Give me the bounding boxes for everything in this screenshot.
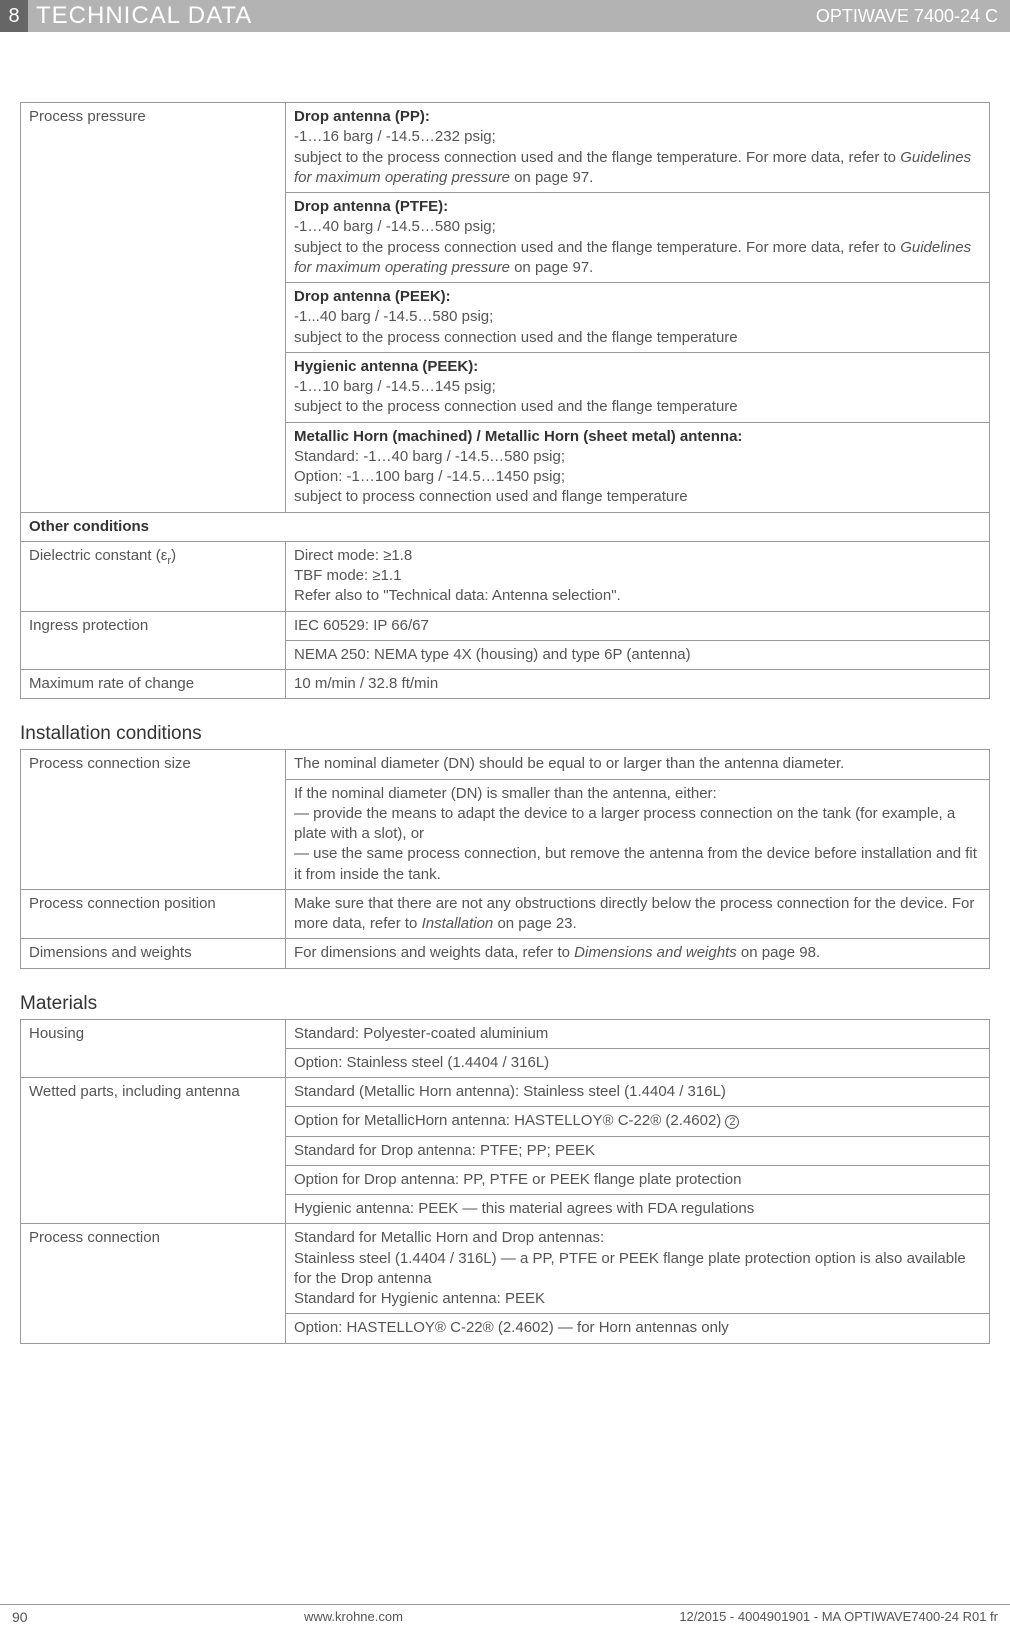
pc-label: Process connection [21, 1224, 286, 1343]
pc-v2: Option: HASTELLOY® C-22® (2.4602) — for … [286, 1314, 990, 1343]
wetted-label: Wetted parts, including antenna [21, 1078, 286, 1224]
ingress-label: Ingress protection [21, 611, 286, 670]
cell-pp: Drop antenna (PP): -1…16 barg / -14.5…23… [286, 103, 990, 193]
cell-hyg: Hygienic antenna (PEEK): -1…10 barg / -1… [286, 352, 990, 422]
housing-v2: Option: Stainless steel (1.4404 / 316L) [286, 1048, 990, 1077]
ingress-v2: NEMA 250: NEMA type 4X (housing) and typ… [286, 640, 990, 669]
materials-heading: Materials [20, 993, 990, 1015]
pcp-label: Process connection position [21, 889, 286, 939]
other-conditions-row: Other conditions [21, 512, 990, 541]
content: Process pressure Drop antenna (PP): -1…1… [0, 102, 1010, 1344]
pcp-v: Make sure that there are not any obstruc… [286, 889, 990, 939]
pcs-v2-text: If the nominal diameter (DN) is smaller … [294, 785, 977, 883]
peek-title: Drop antenna (PEEK): [294, 288, 451, 305]
rate-label: Maximum rate of change [21, 670, 286, 699]
footnote-two-icon: 2 [725, 1115, 739, 1129]
cell-horn: Metallic Horn (machined) / Metallic Horn… [286, 422, 990, 512]
wetted-v3: Standard for Drop antenna: PTFE; PP; PEE… [286, 1136, 990, 1165]
page-header: 8 TECHNICAL DATA OPTIWAVE 7400-24 C [0, 0, 1010, 32]
section-number: 8 [0, 0, 28, 32]
pc-v1-text: Standard for Metallic Horn and Drop ante… [294, 1229, 966, 1307]
horn-title: Metallic Horn (machined) / Metallic Horn… [294, 428, 742, 445]
dim-c: on page 98. [737, 944, 820, 961]
pp-title: Drop antenna (PP): [294, 108, 430, 125]
pcp-b: Installation [422, 915, 494, 932]
rate-v: 10 m/min / 32.8 ft/min [286, 670, 990, 699]
peek-l1: -1...40 barg / -14.5…580 psig; [294, 308, 493, 325]
dim-b: Dimensions and weights [574, 944, 737, 961]
dim-a: For dimensions and weights data, refer t… [294, 944, 574, 961]
hyg-l2: subject to the process connection used a… [294, 398, 738, 415]
process-pressure-label: Process pressure [21, 103, 286, 513]
pc-v1: Standard for Metallic Horn and Drop ante… [286, 1224, 990, 1314]
ingress-v1: IEC 60529: IP 66/67 [286, 611, 990, 640]
horn-l3: subject to process connection used and f… [294, 488, 688, 505]
pcs-v1: The nominal diameter (DN) should be equa… [286, 750, 990, 779]
materials-table: Housing Standard: Polyester-coated alumi… [20, 1019, 990, 1344]
cell-peek: Drop antenna (PEEK): -1...40 barg / -14.… [286, 283, 990, 353]
ptfe-l2a: subject to the process connection used a… [294, 239, 900, 256]
ptfe-l2c: on page 97. [510, 259, 593, 276]
page-number: 90 [12, 1609, 28, 1625]
pp-l2c: on page 97. [510, 169, 593, 186]
product-name: OPTIWAVE 7400-24 C [816, 0, 1010, 32]
pp-l2a: subject to the process connection used a… [294, 149, 900, 166]
process-conditions-table: Process pressure Drop antenna (PP): -1…1… [20, 102, 990, 699]
dim-v: For dimensions and weights data, refer t… [286, 939, 990, 968]
page-footer: 90 www.krohne.com 12/2015 - 4004901901 -… [0, 1604, 1010, 1635]
wetted-v4: Option for Drop antenna: PP, PTFE or PEE… [286, 1165, 990, 1194]
hyg-title: Hygienic antenna (PEEK): [294, 358, 478, 375]
wetted-v2: Option for MetallicHorn antenna: HASTELL… [286, 1107, 990, 1136]
wetted-v5: Hygienic antenna: PEEK — this material a… [286, 1195, 990, 1224]
horn-l2: Option: -1…100 barg / -14.5…1450 psig; [294, 468, 565, 485]
die-l3: Refer also to "Technical data: Antenna s… [294, 587, 621, 604]
footer-site: www.krohne.com [28, 1609, 680, 1624]
horn-l1: Standard: -1…40 barg / -14.5…580 psig; [294, 448, 565, 465]
housing-v1: Standard: Polyester-coated aluminium [286, 1019, 990, 1048]
housing-label: Housing [21, 1019, 286, 1078]
peek-l2: subject to the process connection used a… [294, 329, 738, 346]
pcp-c: on page 23. [493, 915, 576, 932]
hyg-l1: -1…10 barg / -14.5…145 psig; [294, 378, 496, 395]
ptfe-l1: -1…40 barg / -14.5…580 psig; [294, 218, 496, 235]
dielectric-label: Dielectric constant (εr) [21, 541, 286, 611]
die-l2: TBF mode: ≥1.1 [294, 567, 401, 584]
wetted-v2a: Option for MetallicHorn antenna: HASTELL… [294, 1112, 725, 1129]
section-title: TECHNICAL DATA [28, 0, 816, 32]
ptfe-title: Drop antenna (PTFE): [294, 198, 448, 215]
pcs-v2: If the nominal diameter (DN) is smaller … [286, 779, 990, 889]
dim-label: Dimensions and weights [21, 939, 286, 968]
footer-docid: 12/2015 - 4004901901 - MA OPTIWAVE7400-2… [679, 1609, 998, 1624]
dielectric-c: ) [171, 547, 176, 564]
cell-ptfe: Drop antenna (PTFE): -1…40 barg / -14.5…… [286, 193, 990, 283]
installation-heading: Installation conditions [20, 723, 990, 745]
dielectric-value: Direct mode: ≥1.8 TBF mode: ≥1.1 Refer a… [286, 541, 990, 611]
installation-table: Process connection size The nominal diam… [20, 749, 990, 968]
pp-l1: -1…16 barg / -14.5…232 psig; [294, 128, 496, 145]
die-l1: Direct mode: ≥1.8 [294, 547, 412, 564]
pcs-label: Process connection size [21, 750, 286, 890]
wetted-v1: Standard (Metallic Horn antenna): Stainl… [286, 1078, 990, 1107]
dielectric-a: Dielectric constant (ε [29, 547, 167, 564]
pcp-a: Make sure that there are not any obstruc… [294, 895, 974, 932]
